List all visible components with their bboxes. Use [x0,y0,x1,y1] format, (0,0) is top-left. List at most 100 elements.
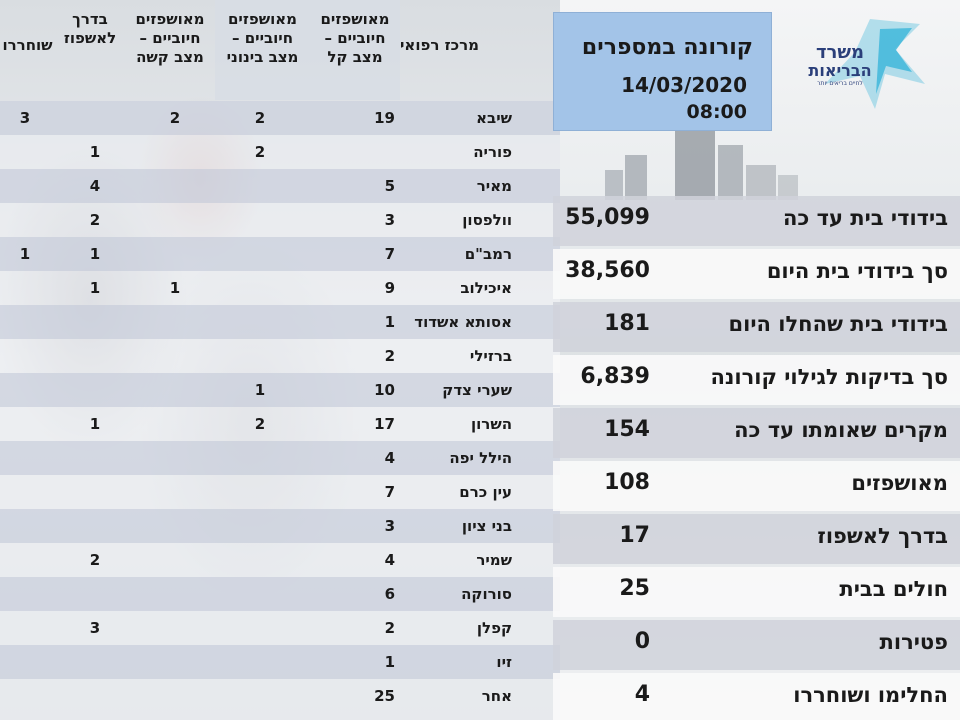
cell-hospital: זיו [496,653,512,671]
stat-label: בידודי בית שהחלו היום [728,312,948,336]
cell-released [0,203,50,237]
cell-released [0,441,50,475]
table-row: אסותא אשדוד 1 [0,305,560,339]
cell-mild: 4 [384,551,395,569]
stat-row: סך בדיקות לגילוי קורונה 6,839 [553,355,960,405]
cell-released [0,611,50,645]
cell-on-way: 3 [89,619,101,637]
cell-released: 3 [19,109,31,127]
cell-mild: 1 [384,313,395,331]
cell-moderate [230,543,290,577]
cell-severe [150,645,200,679]
stat-row: מאושפזים 108 [553,461,960,511]
stat-row: מקרים שאומתו עד כה 154 [553,408,960,458]
cell-hospital: ברזילי [469,347,512,365]
cell-on-way [70,305,120,339]
stat-label: חולים בבית [839,577,948,601]
cell-moderate: 2 [254,415,266,433]
cell-released [0,475,50,509]
cell-on-way [70,577,120,611]
stat-value: 17 [619,523,650,548]
cell-severe [150,543,200,577]
stat-value: 0 [634,629,650,654]
cell-hospital: רמב"ם [464,245,512,263]
cell-released [0,679,50,713]
stat-label: החלימו ושוחררו [793,683,948,707]
cell-moderate [230,645,290,679]
cell-released: 1 [19,245,31,263]
stat-value: 4 [634,682,650,707]
cell-severe: 2 [169,109,181,127]
title-box: קורונה במספרים 14/03/2020 08:00 [553,12,772,131]
table-row: איכילוב 9 1 1 [0,271,560,305]
col-header-released: שוחררו [2,36,53,54]
cell-released [0,135,50,169]
cell-hospital: בני ציון [461,517,512,535]
stat-row: פטירות 0 [553,620,960,670]
stat-value: 25 [619,576,650,601]
cell-hospital: מאיר [476,177,512,195]
stat-label: מאושפזים [851,471,948,495]
stat-value: 55,099 [565,205,650,230]
cell-moderate [230,271,290,305]
cell-on-way [70,373,120,407]
cell-mild: 2 [384,619,395,637]
cell-moderate [230,237,290,271]
table-row: סורוקה 6 [0,577,560,611]
stat-row: בדרך לאשפוז 17 [553,514,960,564]
cell-moderate: 1 [254,381,266,399]
cell-moderate [230,611,290,645]
hospital-table: מרכז רפואי מאושפזים חיוביים – מצב קל מאו… [0,0,560,720]
stat-label: בדרך לאשפוז [817,524,948,548]
cell-on-way [70,509,120,543]
cell-released [0,373,50,407]
cell-hospital: פוריה [473,143,512,161]
cell-hospital: אחר [481,687,512,705]
col-header-severe: מאושפזים חיוביים – מצב קשה [135,10,205,66]
table-row: פוריה 2 1 [0,135,560,169]
report-time: 08:00 [686,101,747,123]
cell-mild: 19 [374,109,395,127]
cell-mild: 7 [384,483,395,501]
cell-on-way [70,441,120,475]
cell-mild: 25 [374,687,395,705]
stat-row: החלימו ושוחררו 4 [553,673,960,720]
cell-on-way: 2 [89,211,101,229]
cell-mild [315,135,395,169]
stat-value: 108 [604,470,650,495]
table-row: אחר 25 [0,679,560,720]
cell-severe [150,475,200,509]
cell-mild: 5 [384,177,395,195]
ministry-logo-icon [825,19,925,109]
cell-mild: 2 [384,347,395,365]
stat-value: 38,560 [565,258,650,283]
cell-mild: 3 [384,517,395,535]
cell-on-way: 4 [89,177,101,195]
cell-hospital: הילל יפה [449,449,512,467]
cell-moderate [230,475,290,509]
cell-moderate [230,305,290,339]
cell-severe [150,441,200,475]
table-row: ברזילי 2 [0,339,560,373]
cell-released [0,339,50,373]
cell-severe [150,611,200,645]
table-row: בני ציון 3 [0,509,560,543]
cell-released [0,577,50,611]
cell-released [0,509,50,543]
cell-hospital: סורוקה [461,585,512,603]
report-date: 14/03/2020 [621,73,747,97]
table-row: שמיר 4 2 [0,543,560,577]
cell-moderate [230,577,290,611]
cell-on-way [70,101,120,135]
cell-hospital: שערי צדק [442,381,512,399]
stat-value: 6,839 [580,364,650,389]
cell-mild: 3 [384,211,395,229]
stat-label: בידודי בית עד כה [783,206,948,230]
cell-mild: 17 [374,415,395,433]
cell-severe [150,339,200,373]
cell-released [0,305,50,339]
cell-mild: 4 [384,449,395,467]
table-row: רמב"ם 7 1 1 [0,237,560,271]
table-header: מרכז רפואי מאושפזים חיוביים – מצב קל מאו… [0,0,560,100]
cell-on-way [70,339,120,373]
